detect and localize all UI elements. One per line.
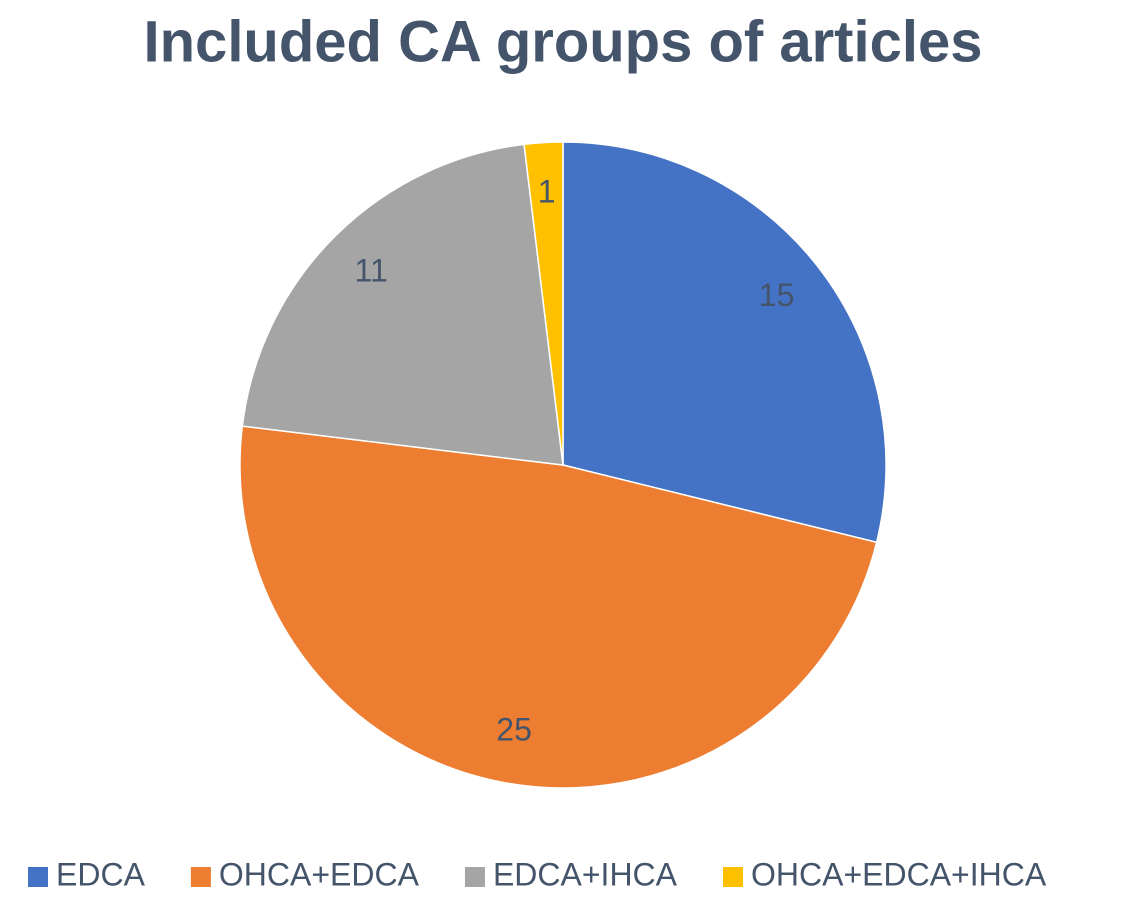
chart-title: Included CA groups of articles (144, 9, 983, 74)
pie-slice (241, 143, 564, 466)
data-label: 25 (496, 711, 532, 747)
legend-swatch (464, 867, 485, 887)
pie-slice (523, 141, 564, 466)
legend-label: EDCA+IHCA (493, 856, 678, 892)
data-label: 11 (355, 253, 388, 289)
data-label: 15 (759, 277, 795, 313)
legend-swatch (723, 867, 743, 887)
data-label: 1 (538, 174, 556, 210)
pie-slice (239, 425, 878, 789)
legend-label: EDCA (56, 856, 146, 892)
legend-label: OHCA+EDCA (219, 856, 420, 892)
legend-label: OHCA+EDCA+IHCA (751, 856, 1047, 892)
legend-swatch (28, 867, 48, 887)
pie-slice (562, 141, 887, 544)
legend-swatch (190, 867, 211, 887)
